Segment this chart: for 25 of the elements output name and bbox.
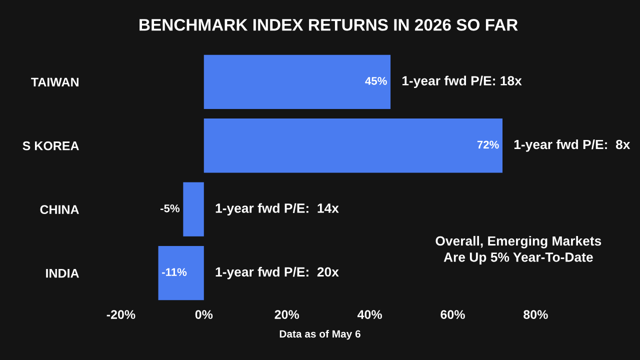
y-tick-label: INDIA <box>46 268 79 278</box>
annotation: 1-year fwd P/E: 20x <box>216 266 339 280</box>
annotation: 1-year fwd P/E: 18x <box>402 76 522 88</box>
y-tick-label: TAIWAN <box>31 78 78 86</box>
bar <box>204 54 391 109</box>
y-tick-label: S KOREA <box>22 141 79 150</box>
chart-title: BENCHMARK INDEX RETURNS IN 2026 SO FAR <box>140 18 518 31</box>
x-tick-label: 40% <box>357 310 382 319</box>
bar <box>183 182 204 236</box>
y-tick-label: CHINA <box>40 205 79 214</box>
x-tick-label: 0% <box>195 310 213 319</box>
annotation: 1-year fwd P/E: 14x <box>216 203 339 216</box>
annotation: Overall, Emerging Markets Are Up 5% Year-To-Date <box>436 236 602 264</box>
data-label: 45% <box>365 77 387 85</box>
x-tick-label: -20% <box>106 310 136 319</box>
x-tick-label: 60% <box>440 310 465 319</box>
x-tick-label: 80% <box>524 310 548 319</box>
data-label: 72% <box>477 140 499 149</box>
data-label: -11% <box>162 268 187 276</box>
x-tick-label: 20% <box>274 310 300 319</box>
bar <box>158 246 204 300</box>
bar <box>204 118 502 173</box>
data-label: -5% <box>160 204 180 212</box>
annotation: 1-year fwd P/E: 8x <box>514 139 630 152</box>
text: Data as of May 6 <box>280 330 360 340</box>
